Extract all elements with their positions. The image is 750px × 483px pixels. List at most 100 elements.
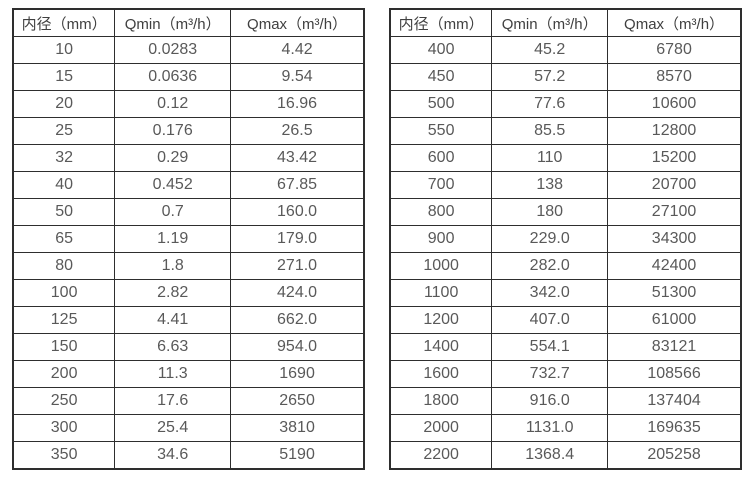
table-cell: 500: [389, 90, 493, 118]
table-cell: 1.8: [114, 252, 232, 280]
header-inner-diameter: 内径（mm）: [12, 8, 116, 37]
table-row: 1600 732.7 108566: [389, 360, 742, 388]
table-cell: 1600: [389, 360, 493, 388]
table-cell: 100: [12, 279, 116, 307]
table-row: 2000 1131.0 169635: [389, 414, 742, 442]
table-row: 2200 1368.4 205258: [389, 441, 742, 470]
table-row: 400 45.2 6780: [389, 36, 742, 64]
table-cell: 229.0: [491, 225, 609, 253]
table-cell: 1400: [389, 333, 493, 361]
table-cell: 125: [12, 306, 116, 334]
table-cell: 1800: [389, 387, 493, 415]
table-cell: 6.63: [114, 333, 232, 361]
table-cell: 150: [12, 333, 116, 361]
table-cell: 138: [491, 171, 609, 199]
table-cell: 271.0: [230, 252, 365, 280]
table-cell: 0.29: [114, 144, 232, 172]
table-cell: 407.0: [491, 306, 609, 334]
table-cell: 160.0: [230, 198, 365, 226]
table-row: 350 34.6 5190: [12, 441, 365, 470]
table-row: 1200 407.0 61000: [389, 306, 742, 334]
table-cell: 2650: [230, 387, 365, 415]
table-cell: 50: [12, 198, 116, 226]
table-cell: 732.7: [491, 360, 609, 388]
header-inner-diameter: 内径（mm）: [389, 8, 493, 37]
table-cell: 2000: [389, 414, 493, 442]
table-cell: 34.6: [114, 441, 232, 470]
header-qmin: Qmin（m³/h）: [491, 8, 609, 37]
table-cell: 10: [12, 36, 116, 64]
table-cell: 6780: [607, 36, 742, 64]
table-cell: 77.6: [491, 90, 609, 118]
table-cell: 550: [389, 117, 493, 145]
header-qmax: Qmax（m³/h）: [607, 8, 742, 37]
table-cell: 20700: [607, 171, 742, 199]
table-cell: 0.452: [114, 171, 232, 199]
table-cell: 0.0636: [114, 63, 232, 91]
table-cell: 51300: [607, 279, 742, 307]
table-cell: 0.0283: [114, 36, 232, 64]
table-row: 32 0.29 43.42: [12, 144, 365, 172]
table-row: 1800 916.0 137404: [389, 387, 742, 415]
table-cell: 20: [12, 90, 116, 118]
table-cell: 57.2: [491, 63, 609, 91]
table-row: 250 17.6 2650: [12, 387, 365, 415]
table-cell: 282.0: [491, 252, 609, 280]
table-cell: 12800: [607, 117, 742, 145]
table-cell: 15200: [607, 144, 742, 172]
table-cell: 450: [389, 63, 493, 91]
table-cell: 108566: [607, 360, 742, 388]
table-cell: 3810: [230, 414, 365, 442]
table-cell: 11.3: [114, 360, 232, 388]
table-cell: 4.42: [230, 36, 365, 64]
table-row: 100 2.82 424.0: [12, 279, 365, 307]
table-cell: 15: [12, 63, 116, 91]
table-cell: 1000: [389, 252, 493, 280]
table-row: 500 77.6 10600: [389, 90, 742, 118]
table-cell: 65: [12, 225, 116, 253]
table-cell: 0.176: [114, 117, 232, 145]
table-row: 15 0.0636 9.54: [12, 63, 365, 91]
table-cell: 0.7: [114, 198, 232, 226]
table-cell: 1.19: [114, 225, 232, 253]
table-cell: 27100: [607, 198, 742, 226]
table-cell: 600: [389, 144, 493, 172]
table-cell: 800: [389, 198, 493, 226]
table-cell: 45.2: [491, 36, 609, 64]
table-row: 550 85.5 12800: [389, 117, 742, 145]
table-row: 900 229.0 34300: [389, 225, 742, 253]
table-cell: 80: [12, 252, 116, 280]
table-cell: 900: [389, 225, 493, 253]
flow-range-tables: 内径（mm） Qmin（m³/h） Qmax（m³/h） 10 0.0283 4.4…: [12, 8, 742, 470]
table-cell: 350: [12, 441, 116, 470]
table-cell: 25.4: [114, 414, 232, 442]
table-row: 25 0.176 26.5: [12, 117, 365, 145]
table-cell: 42400: [607, 252, 742, 280]
table-cell: 34300: [607, 225, 742, 253]
table-cell: 180: [491, 198, 609, 226]
table-cell: 85.5: [491, 117, 609, 145]
table-cell: 137404: [607, 387, 742, 415]
table-row: 150 6.63 954.0: [12, 333, 365, 361]
table-cell: 43.42: [230, 144, 365, 172]
table-cell: 10600: [607, 90, 742, 118]
table-cell: 205258: [607, 441, 742, 470]
table-cell: 1690: [230, 360, 365, 388]
table-cell: 1100: [389, 279, 493, 307]
table-row: 600 110 15200: [389, 144, 742, 172]
table-cell: 179.0: [230, 225, 365, 253]
table-cell: 1200: [389, 306, 493, 334]
table-cell: 424.0: [230, 279, 365, 307]
header-qmin: Qmin（m³/h）: [114, 8, 232, 37]
table-row: 125 4.41 662.0: [12, 306, 365, 334]
header-qmax: Qmax（m³/h）: [230, 8, 365, 37]
table-cell: 662.0: [230, 306, 365, 334]
table-cell: 9.54: [230, 63, 365, 91]
table-row: 1000 282.0 42400: [389, 252, 742, 280]
table-cell: 916.0: [491, 387, 609, 415]
table-header-row: 内径（mm） Qmin（m³/h） Qmax（m³/h）: [12, 8, 365, 37]
table-row: 20 0.12 16.96: [12, 90, 365, 118]
table-row: 700 138 20700: [389, 171, 742, 199]
table-header-row: 内径（mm） Qmin（m³/h） Qmax（m³/h）: [389, 8, 742, 37]
table-cell: 0.12: [114, 90, 232, 118]
